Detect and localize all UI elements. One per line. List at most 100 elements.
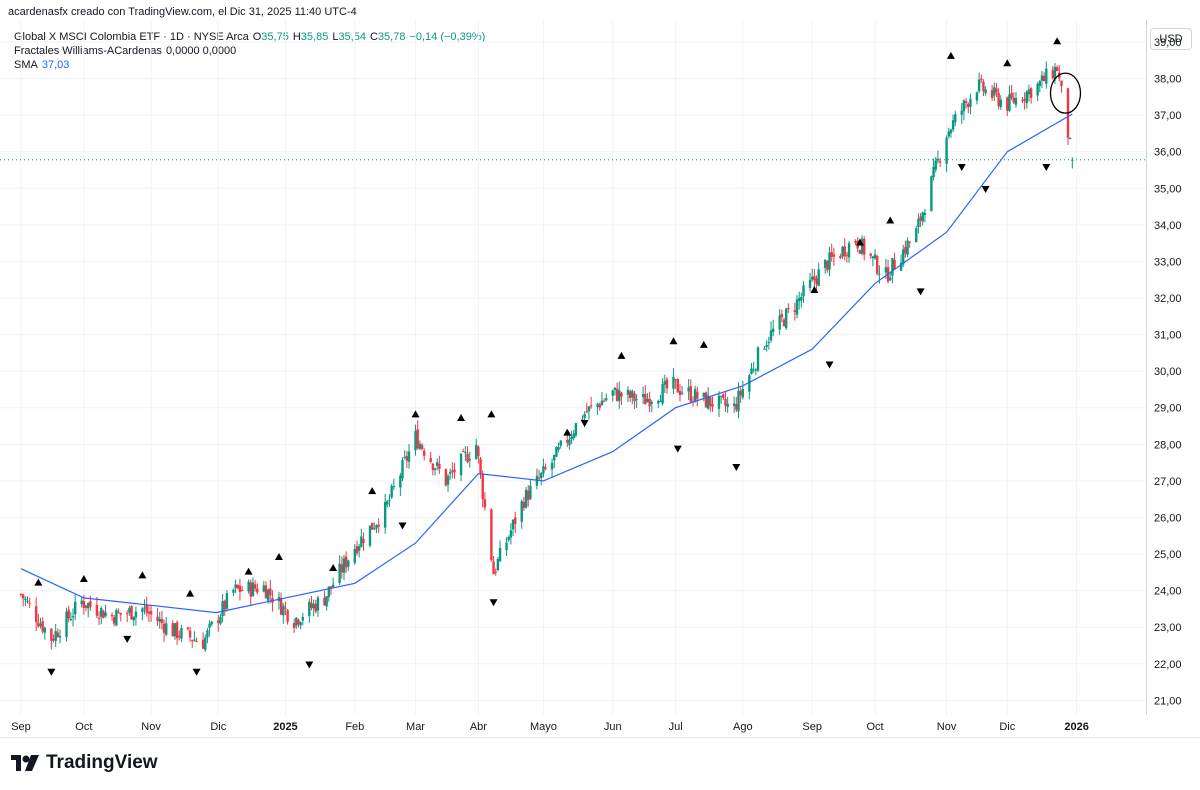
candle: [756, 346, 760, 373]
candle-body: [165, 623, 168, 635]
candle-body: [188, 630, 192, 638]
candle: [414, 424, 417, 456]
open-label: O: [252, 31, 262, 43]
candle-body: [824, 259, 827, 268]
candle-body: [308, 601, 311, 617]
candle-body: [41, 621, 44, 632]
candle-body: [559, 440, 562, 446]
candle-body: [110, 614, 114, 617]
candle-body: [39, 623, 42, 627]
currency-button[interactable]: USD: [1150, 28, 1192, 50]
candle: [754, 368, 758, 376]
candle: [102, 609, 105, 619]
candle-body: [628, 391, 632, 399]
price-tick-label: 24,00: [1154, 586, 1182, 598]
candle-body: [815, 278, 818, 285]
time-axis[interactable]: Sep Oct Nov Dic 2025 Feb Mar Abr Mayo Jun Jul Ago Se…: [0, 715, 1146, 737]
candle: [158, 611, 161, 629]
candle-body: [56, 632, 60, 638]
candle: [613, 387, 617, 396]
candle-body: [784, 308, 788, 329]
legend-sma-row[interactable]: SMA 37,03: [14, 58, 485, 72]
candle-body: [58, 636, 62, 638]
candle: [631, 389, 634, 405]
candle: [1045, 61, 1048, 89]
candle: [628, 389, 632, 402]
candle: [739, 387, 742, 403]
candle: [435, 458, 439, 471]
candle: [555, 445, 558, 457]
candle-body: [360, 536, 363, 547]
candle: [947, 127, 950, 139]
candle: [459, 452, 463, 481]
candle: [505, 537, 508, 557]
candle-body: [67, 609, 70, 619]
symbol-name[interactable]: Global X MSCI Colombia ETF · 1D · NYSE A…: [14, 31, 249, 43]
candle: [143, 599, 146, 615]
candle-body: [947, 131, 950, 137]
candle: [826, 260, 829, 273]
candle: [373, 522, 376, 531]
candle-body: [514, 517, 517, 525]
candle-body: [572, 433, 575, 439]
candle: [706, 387, 710, 411]
candle: [674, 379, 677, 390]
candle: [375, 524, 378, 533]
candle-body: [782, 319, 786, 327]
candle-body: [659, 400, 662, 402]
candle: [401, 457, 404, 482]
candle-body: [752, 369, 755, 371]
candle: [498, 540, 502, 562]
candle-body: [145, 604, 148, 613]
time-tick-label: Feb: [345, 721, 364, 733]
time-tick-label: Mar: [406, 721, 425, 733]
candle: [208, 620, 211, 637]
candle: [659, 394, 662, 403]
candle-body: [1010, 92, 1013, 98]
candle: [178, 630, 181, 641]
candle: [908, 241, 911, 248]
candle: [403, 450, 406, 460]
candle: [507, 535, 510, 542]
candle: [932, 158, 935, 181]
candle-body: [97, 617, 101, 619]
candle-body: [858, 250, 862, 254]
fractal-high-marker: [1003, 59, 1012, 67]
candle: [800, 292, 803, 308]
candle: [557, 442, 560, 453]
fractals-label[interactable]: Fractales Williams-ACardenas: [14, 45, 162, 57]
candle: [793, 302, 797, 321]
candle-body: [240, 590, 244, 592]
candle-body: [990, 90, 994, 98]
candle-body: [1036, 83, 1039, 96]
candle: [325, 596, 328, 611]
candle: [370, 522, 374, 530]
candle: [841, 245, 844, 259]
candle: [993, 82, 996, 101]
candle: [1021, 96, 1024, 104]
candle: [475, 438, 478, 460]
fractal-low-marker: [123, 635, 132, 643]
candle: [204, 634, 207, 652]
candle-body: [1038, 81, 1041, 86]
candle: [483, 492, 487, 511]
tradingview-logo[interactable]: TradingView: [10, 752, 158, 774]
candle-body: [292, 623, 296, 629]
price-axis[interactable]: [1146, 20, 1200, 715]
sma-line: [20, 113, 1073, 614]
candle: [355, 540, 359, 556]
candle-body: [1012, 97, 1015, 103]
price-chart[interactable]: [0, 20, 1146, 715]
legend-symbol-row[interactable]: Global X MSCI Colombia ETF · 1D · NYSE A…: [14, 30, 485, 44]
price-tick-label: 36,00: [1154, 147, 1182, 159]
candle: [188, 626, 192, 643]
candle: [104, 604, 107, 618]
candle-body: [995, 88, 998, 93]
candle-body: [676, 379, 680, 393]
candle: [494, 568, 497, 576]
candle-body: [574, 423, 578, 436]
candle-body: [1027, 89, 1031, 95]
time-tick-label: Mayo: [530, 721, 557, 733]
sma-label[interactable]: SMA: [14, 59, 38, 71]
candle-body: [763, 348, 766, 350]
